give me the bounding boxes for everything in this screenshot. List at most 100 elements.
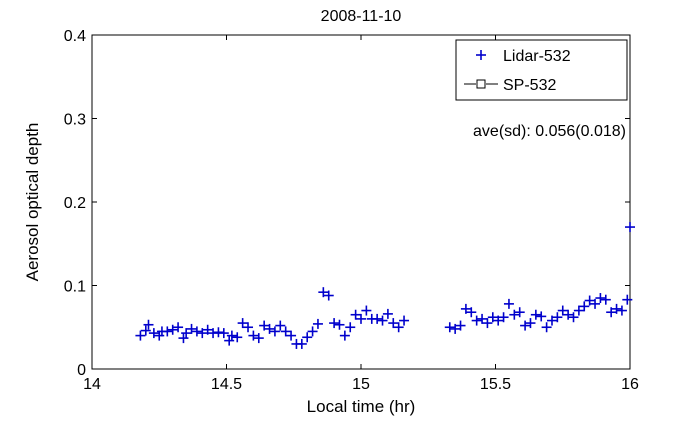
data-point-lidar [590, 298, 601, 309]
legend-label-sp: SP-532 [503, 77, 556, 94]
data-point-lidar [595, 293, 606, 304]
data-point-lidar [275, 320, 286, 331]
data-point-lidar [339, 330, 350, 341]
data-point-lidar [525, 318, 536, 329]
data-point-lidar [173, 322, 184, 333]
data-point-lidar [530, 309, 541, 320]
x-tick-label: 15 [352, 376, 370, 393]
data-point-lidar [606, 307, 617, 318]
data-point-lidar [584, 295, 595, 306]
y-tick-label: 0.2 [64, 195, 86, 212]
data-point-lidar [259, 320, 270, 331]
data-point-lidar [563, 309, 574, 320]
data-point-lidar [546, 315, 557, 326]
data-point-lidar [611, 303, 622, 314]
data-point-lidar [312, 318, 323, 329]
data-point-lidar [191, 326, 202, 337]
data-point-lidar [388, 318, 399, 329]
data-point-lidar [323, 290, 334, 301]
data-point-lidar [197, 328, 208, 339]
data-point-lidar [460, 303, 471, 314]
data-point-lidar [181, 328, 192, 339]
data-point-lidar [162, 326, 173, 337]
data-point-lidar [557, 305, 568, 316]
data-point-lidar [616, 305, 627, 316]
data-point-lidar [307, 326, 318, 337]
data-point-lidar [372, 313, 383, 324]
data-point-lidar [345, 322, 356, 333]
data-point-lidar [444, 322, 455, 333]
data-point-lidar [302, 332, 313, 343]
data-point-lidar [487, 312, 498, 323]
data-point-lidar [208, 328, 219, 339]
data-point-lidar [213, 327, 224, 338]
data-point-lidar [450, 323, 461, 334]
data-point-lidar [536, 311, 547, 322]
data-point-lidar [318, 287, 329, 298]
data-point-lidar [482, 318, 493, 329]
data-point-lidar [466, 307, 477, 318]
data-point-lidar [226, 330, 237, 341]
data-point-lidar [253, 333, 264, 344]
data-point-lidar [377, 315, 388, 326]
y-axis-label: Aerosol optical depth [23, 123, 42, 282]
data-point-lidar [509, 309, 520, 320]
data-point-lidar [399, 315, 410, 326]
y-tick-label: 0 [77, 362, 86, 379]
data-point-lidar [329, 318, 340, 329]
data-point-lidar [243, 322, 254, 333]
data-point-lidar [356, 313, 366, 324]
x-tick-label: 14.5 [211, 376, 242, 393]
data-point-lidar [280, 326, 291, 337]
x-axis-label: Local time (hr) [307, 397, 416, 416]
data-point-lidar [202, 324, 213, 335]
data-point-lidar [148, 328, 159, 339]
data-point-lidar [579, 301, 590, 312]
x-tick-label: 14 [83, 376, 101, 393]
y-tick-label: 0.1 [64, 279, 86, 296]
data-point-lidar [568, 312, 579, 323]
data-point-lidar [477, 313, 488, 324]
legend-sp-marker-icon [464, 79, 498, 89]
data-point-lidar [514, 307, 525, 318]
data-point-lidar [350, 309, 361, 320]
data-point-lidar [296, 338, 307, 349]
data-point-lidar [541, 322, 552, 333]
data-point-lidar [573, 305, 584, 316]
data-point-lidar [600, 294, 611, 305]
data-point-lidar [393, 322, 404, 333]
data-point-lidar [334, 319, 345, 330]
legend-box [455, 39, 628, 101]
x-tick-label: 15.5 [480, 376, 511, 393]
data-point-lidar [248, 330, 259, 341]
data-point-lidar [186, 323, 197, 334]
data-point-lidar [503, 298, 514, 309]
y-tick-label: 0.4 [64, 28, 86, 45]
legend: Lidar-532 SP-532 [455, 39, 628, 101]
data-point-lidar [140, 325, 151, 336]
data-point-lidar [286, 330, 297, 341]
data-point-lidar [493, 315, 504, 326]
y-tick-label: 0.3 [64, 112, 86, 129]
data-point-lidar [232, 332, 243, 343]
data-point-lidar [622, 294, 633, 305]
data-point-lidar [455, 320, 466, 331]
data-point-lidar [625, 222, 635, 233]
data-point-lidar [498, 312, 509, 323]
data-point-lidar [143, 319, 154, 330]
chart-title: 2008-11-10 [321, 8, 402, 25]
data-point-lidar [382, 308, 393, 319]
data-point-lidar [237, 318, 248, 329]
data-point-lidar [520, 320, 531, 331]
data-point-lidar [552, 312, 563, 323]
legend-lidar-marker-icon [476, 50, 486, 60]
data-point-lidar [269, 326, 280, 337]
annotation-average: ave(sd): 0.056(0.018) [473, 123, 626, 140]
data-point-lidar [224, 335, 235, 346]
lidar-points [135, 222, 635, 349]
data-point-lidar [167, 324, 178, 335]
data-point-lidar [218, 328, 229, 339]
data-point-lidar [178, 333, 189, 344]
data-point-lidar [361, 305, 372, 316]
